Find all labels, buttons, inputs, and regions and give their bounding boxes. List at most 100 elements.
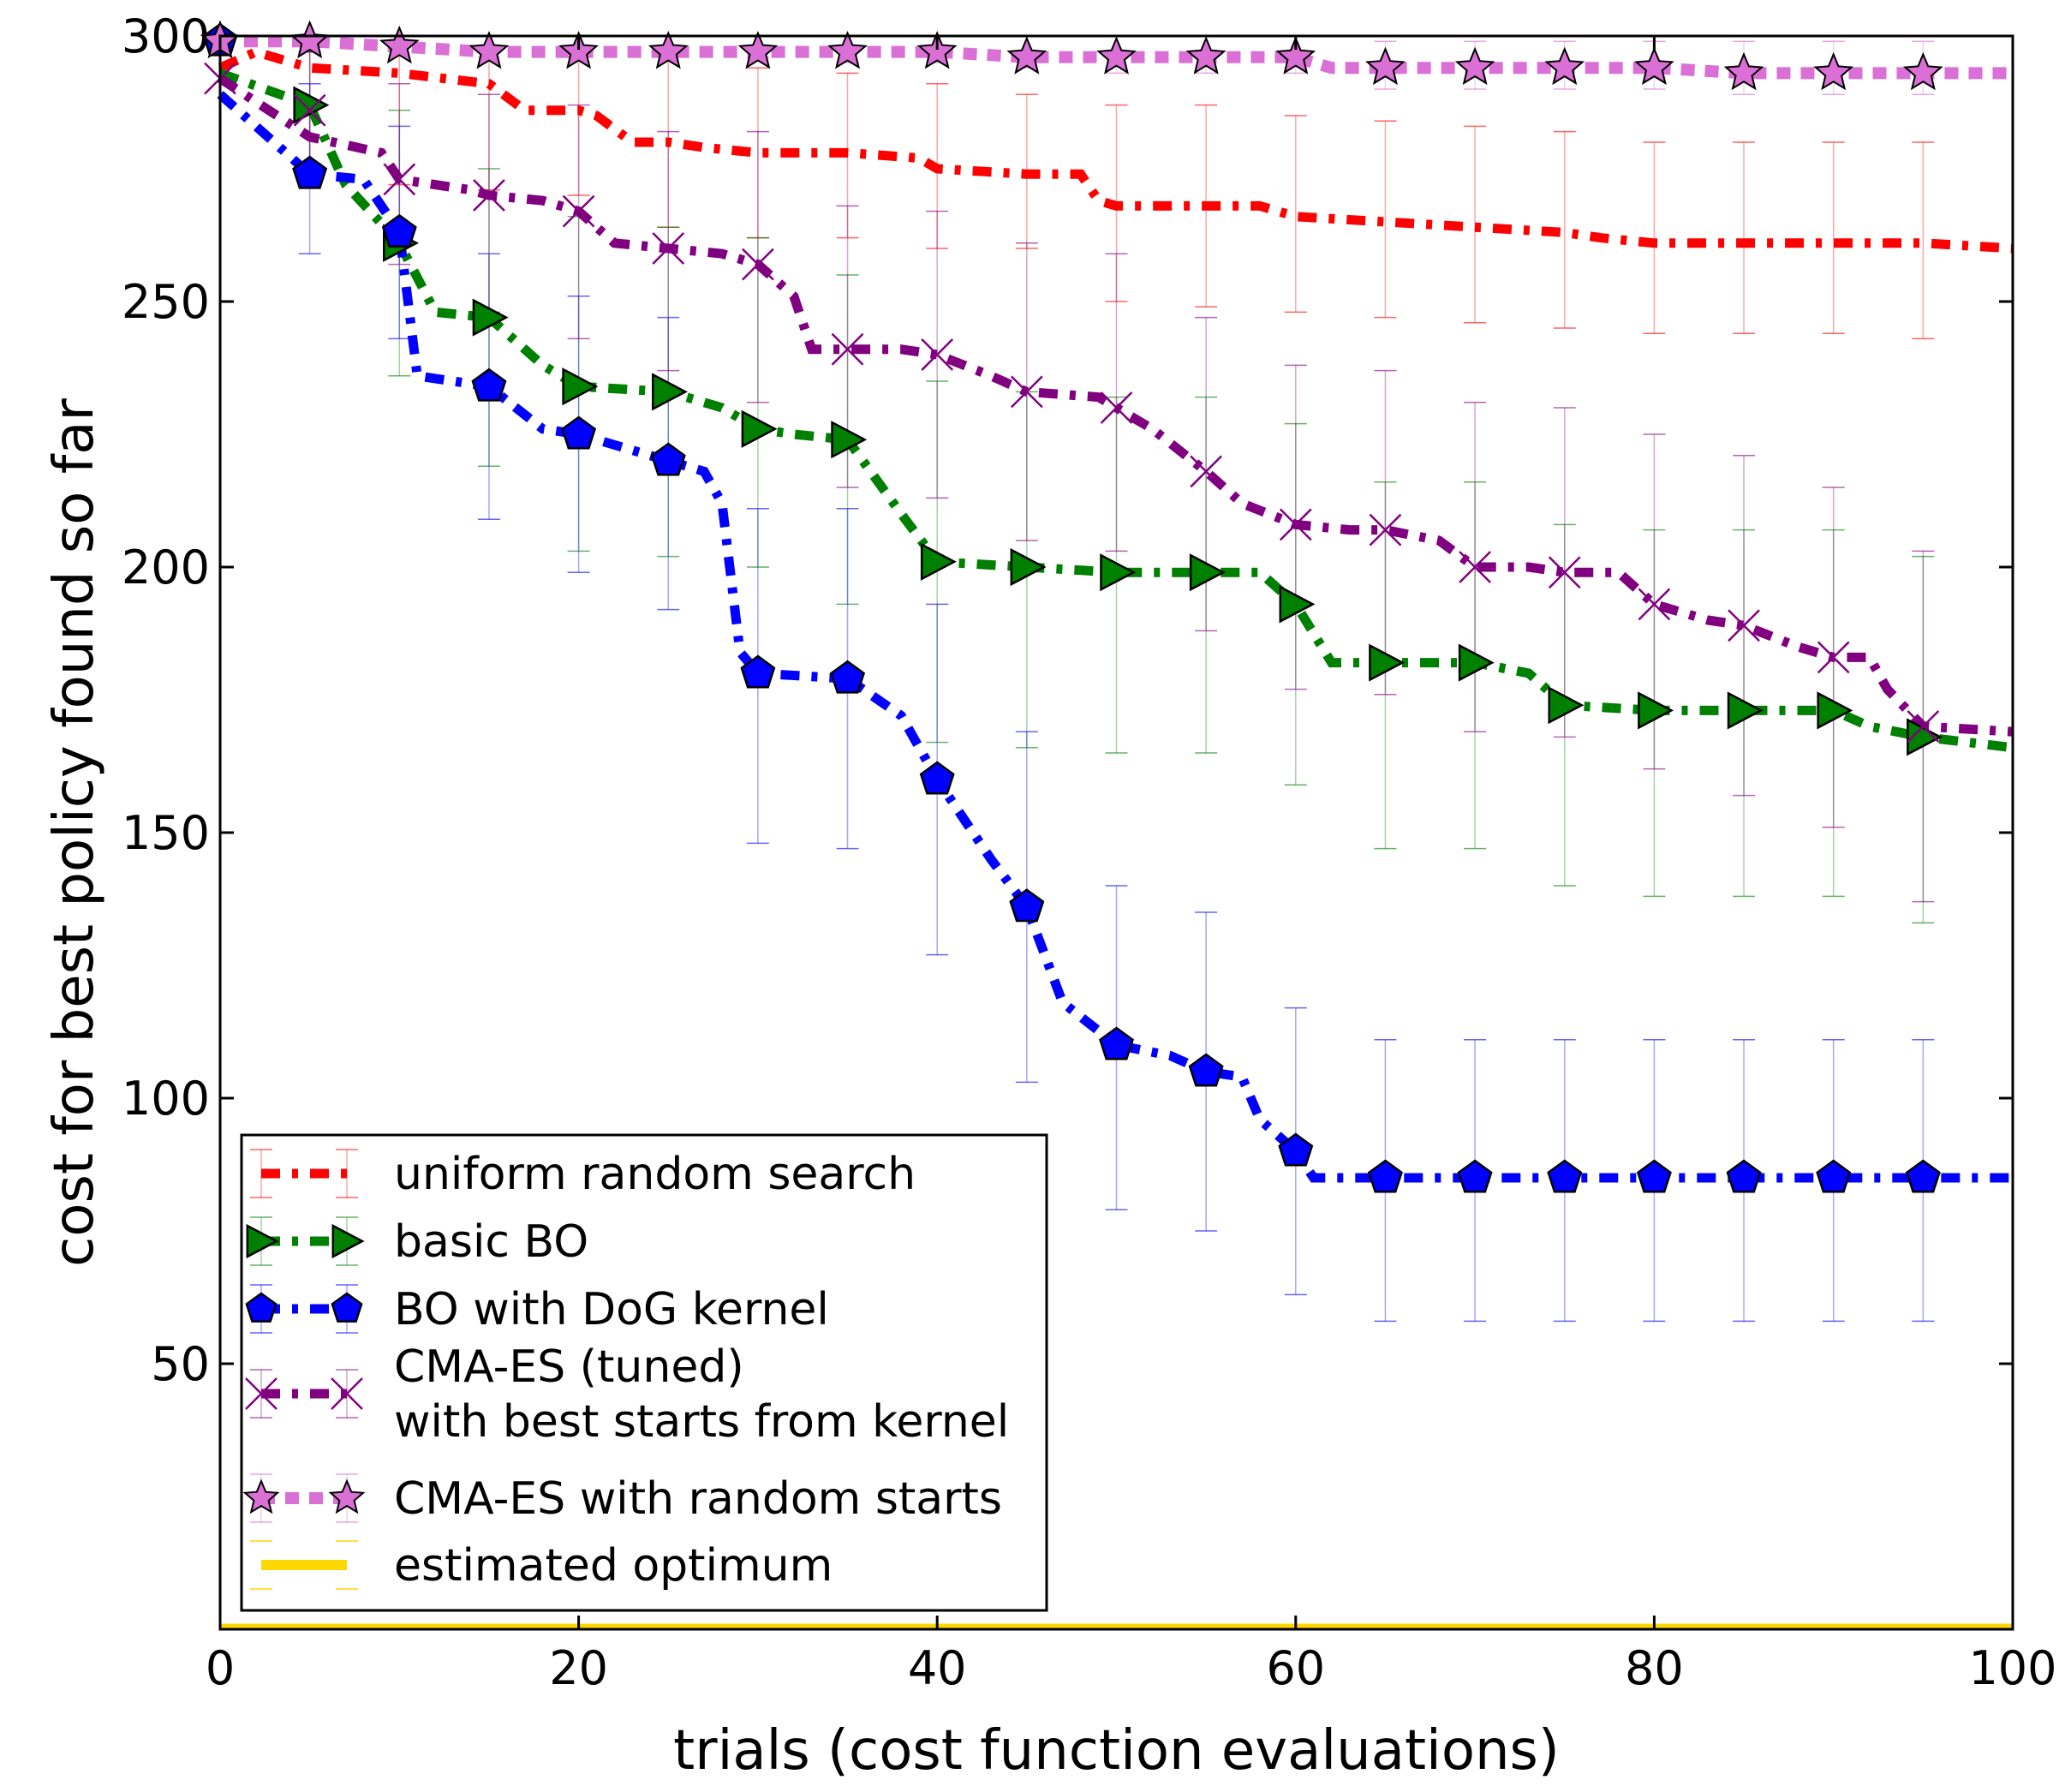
legend-label-cma-es-tuned: CMA-ES (tuned) <box>394 1341 744 1393</box>
legend-label-estimated-optimum: estimated optimum <box>394 1540 833 1592</box>
cma-es-tuned-point <box>293 93 326 127</box>
legend-marker-cma-es-with-random-starts <box>328 1478 366 1514</box>
cma-es-tuned-point <box>1010 375 1043 409</box>
cma-es-tuned-point <box>1279 508 1312 541</box>
basic-bo-point <box>1369 643 1406 682</box>
legend-label-basic-bo: basic BO <box>394 1216 588 1268</box>
basic-bo-point <box>831 421 868 459</box>
legend-box <box>240 1133 1048 1612</box>
bo-with-dog-kernel-point <box>1457 1159 1493 1193</box>
cma-es-tuned-point <box>1100 391 1133 424</box>
cma-es-with-random-starts-point <box>827 31 868 69</box>
cma-es-tuned-point <box>921 338 954 371</box>
legend-entry-cma-es-with-random-starts: CMA-ES with random starts <box>242 1473 1002 1525</box>
legend-entry-estimated-optimum: estimated optimum <box>250 1540 833 1592</box>
legend-marker-bo-with-dog-kernel <box>331 1292 363 1323</box>
cma-es-with-random-starts-point <box>1365 46 1406 86</box>
y-tick-label: 200 <box>122 541 210 594</box>
bo-with-dog-kernel-point <box>1367 1159 1403 1193</box>
cma-es-tuned-point <box>1728 609 1760 642</box>
bo-with-dog-kernel-point <box>1188 1053 1224 1087</box>
uniform-random-search-errorbar <box>1912 141 1935 340</box>
cma-es-tuned-point <box>473 179 505 212</box>
legend-label-cma-es-tuned: with best starts from kernel <box>394 1396 1009 1448</box>
basic-bo-point <box>1010 547 1047 587</box>
basic-bo-point <box>293 86 330 124</box>
bo-with-dog-kernel-point <box>1278 1132 1314 1167</box>
y-tick-label: 50 <box>151 1337 210 1391</box>
uniform-random-search-errorbar <box>1374 120 1397 319</box>
legend-marker-bo-with-dog-kernel <box>245 1292 278 1323</box>
basic-bo-point <box>1279 585 1316 624</box>
basic-bo-point <box>741 409 778 448</box>
basic-bo-point <box>1727 691 1764 730</box>
cma-es-tuned-point <box>1548 556 1581 589</box>
cma-es-with-random-starts-point <box>1454 46 1495 86</box>
legend-entry-cma-es-tuned: CMA-ES (tuned)with best starts from kern… <box>245 1341 1009 1448</box>
cma-es-with-random-starts-point <box>1275 36 1316 75</box>
cma-es-with-random-starts-point <box>737 30 779 69</box>
errorbars-layer <box>298 35 1935 1323</box>
uniform-random-search-errorbar <box>1464 125 1487 324</box>
axis-ticks-layer: 0 20 40 60 80 100 50 100 150 200 250 300 <box>122 9 2057 1695</box>
basic-bo-point <box>920 542 957 581</box>
cma-es-with-random-starts-point <box>379 25 420 64</box>
cma-es-tuned-point <box>742 248 774 281</box>
y-tick-label: 250 <box>122 275 210 329</box>
cma-es-with-random-starts-line <box>220 35 2013 80</box>
bo-with-dog-kernel-point <box>471 367 507 402</box>
cma-es-with-random-starts-point <box>1544 46 1585 86</box>
cma-es-with-random-starts-point <box>1723 51 1764 91</box>
legend-entry-basic-bo: basic BO <box>246 1216 588 1268</box>
cma-es-tuned-point <box>562 194 595 228</box>
cma-es-with-random-starts-point <box>558 30 599 69</box>
bo-with-dog-kernel-point <box>381 213 417 248</box>
bo-with-dog-kernel-point <box>1726 1159 1762 1193</box>
bo-with-dog-kernel-point <box>1009 888 1045 923</box>
y-tick-label: 150 <box>122 806 210 860</box>
cma-es-with-random-starts-point <box>1185 36 1226 75</box>
legend-marker-cma-es-with-random-starts <box>242 1478 280 1514</box>
bo-with-dog-kernel-point <box>740 654 776 689</box>
basic-bo-point <box>562 367 599 406</box>
cma-es-tuned-point <box>383 163 416 196</box>
markers-layer <box>200 20 1943 1193</box>
y-axis-label: cost for best policy found so far <box>43 397 106 1266</box>
legend-label-bo-with-dog-kernel: BO with DoG kernel <box>394 1284 829 1335</box>
uniform-random-search-errorbar <box>1284 115 1307 314</box>
uniform-random-search-errorbar <box>1733 141 1756 334</box>
basic-bo-point <box>1458 643 1495 682</box>
legend-label-uniform-random-search: uniform random search <box>394 1149 916 1200</box>
basic-bo-point <box>652 373 688 411</box>
bo-with-dog-kernel-point <box>561 415 597 450</box>
cma-es-with-random-starts-point <box>1902 51 1943 91</box>
basic-bo-point <box>1189 553 1226 592</box>
basic-bo-point <box>1817 691 1853 730</box>
basic-bo-point <box>1638 691 1674 730</box>
cma-es-tuned-point <box>1459 551 1491 583</box>
x-axis-label: trials (cost function evaluations) <box>673 1719 1560 1783</box>
legend-marker-cma-es-tuned <box>331 1377 363 1410</box>
legend-entry-bo-with-dog-kernel: BO with DoG kernel <box>245 1284 829 1335</box>
bo-with-dog-kernel-point <box>650 442 686 476</box>
bo-with-dog-kernel-point <box>830 660 866 694</box>
x-tick-label: 20 <box>549 1641 608 1695</box>
cma-es-with-random-starts-point <box>1634 46 1674 86</box>
cma-es-tuned-point <box>831 332 864 366</box>
cma-es-with-random-starts-point <box>1006 36 1047 75</box>
legend-entry-uniform-random-search: uniform random search <box>250 1149 916 1200</box>
bo-with-dog-kernel-point <box>292 155 328 189</box>
cma-es-with-random-starts-point <box>1813 51 1854 91</box>
x-tick-label: 80 <box>1625 1641 1684 1695</box>
legend-label-cma-es-with-random-starts: CMA-ES with random starts <box>394 1473 1002 1525</box>
uniform-random-search-errorbar <box>1822 141 1845 334</box>
bo-with-dog-kernel-point <box>1636 1159 1672 1193</box>
cma-es-with-random-starts-point <box>648 31 689 69</box>
cma-es-with-random-starts-point <box>916 30 958 69</box>
cma-es-tuned-errorbar <box>567 104 590 340</box>
cma-es-with-random-starts-point <box>469 31 510 69</box>
uniform-random-search-errorbar <box>1643 141 1666 334</box>
uniform-random-search-line <box>218 46 2014 254</box>
x-tick-label: 40 <box>908 1641 967 1695</box>
